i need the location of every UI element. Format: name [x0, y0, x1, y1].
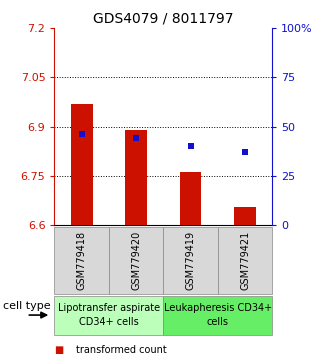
Bar	[180, 172, 201, 225]
Bar	[71, 104, 92, 225]
Text: Lipotransfer aspirate
CD34+ cells: Lipotransfer aspirate CD34+ cells	[58, 303, 160, 327]
Bar	[125, 130, 147, 225]
Text: ■: ■	[54, 346, 64, 354]
Text: transformed count: transformed count	[76, 346, 167, 354]
Text: GSM779421: GSM779421	[240, 230, 250, 290]
Text: cell type: cell type	[3, 301, 51, 311]
Text: Leukapheresis CD34+
cells: Leukapheresis CD34+ cells	[164, 303, 272, 327]
Text: GSM779420: GSM779420	[131, 230, 141, 290]
Text: GSM779419: GSM779419	[185, 230, 196, 290]
Bar	[234, 207, 256, 225]
Title: GDS4079 / 8011797: GDS4079 / 8011797	[93, 12, 234, 26]
Text: GSM779418: GSM779418	[77, 230, 87, 290]
